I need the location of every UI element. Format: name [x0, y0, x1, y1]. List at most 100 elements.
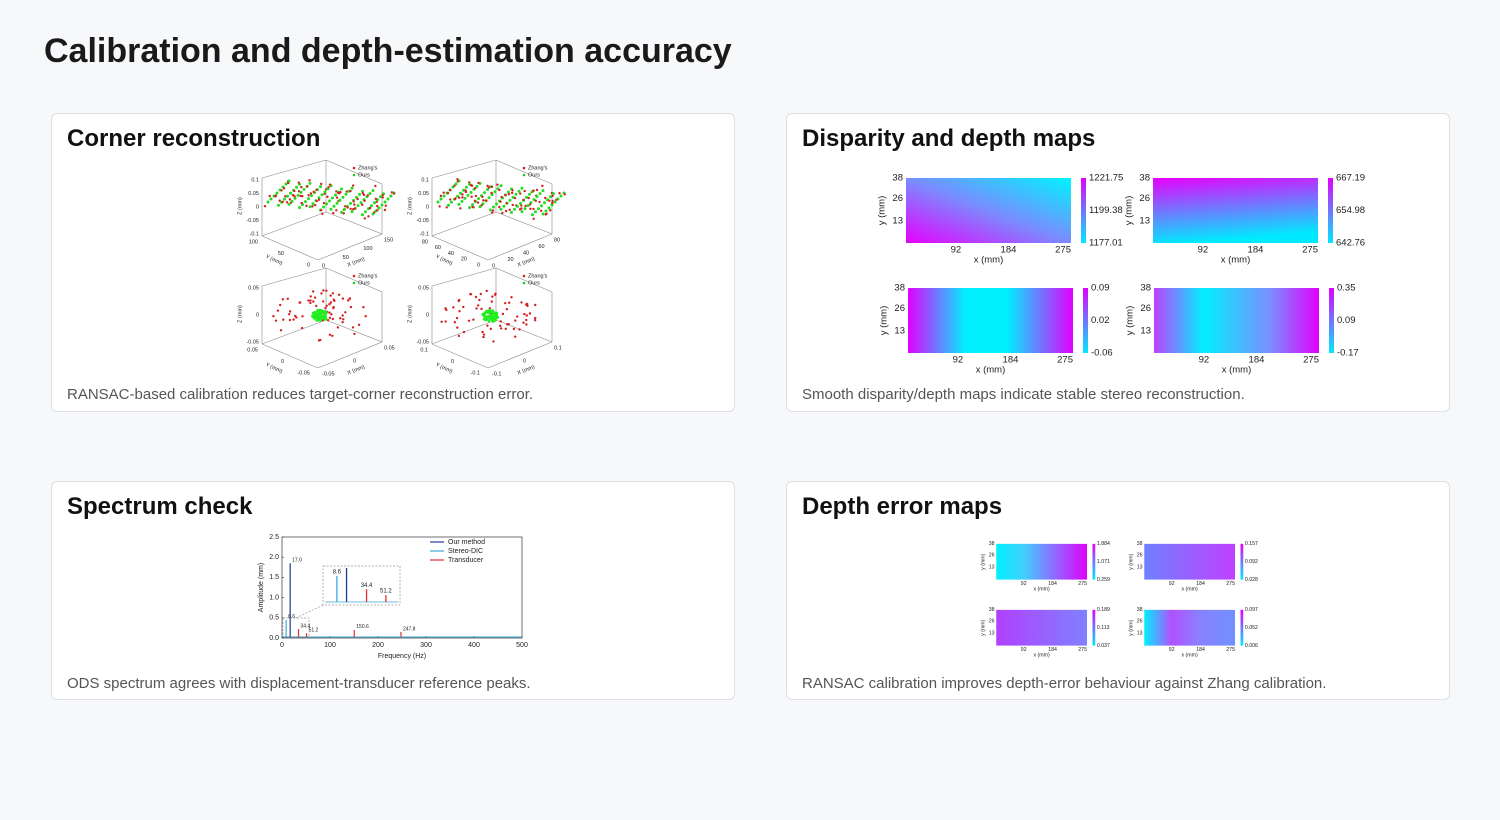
scatter-point: [520, 301, 523, 304]
scatter-point: [544, 209, 548, 213]
axis-line: [261, 159, 327, 179]
scatter-point: [310, 194, 313, 198]
y-tick-label: 13: [989, 631, 995, 637]
x-tick-label: 275: [1055, 245, 1071, 256]
y-tick-label: 80: [422, 239, 428, 245]
scatter-point: [332, 306, 335, 310]
y-tick-label: 0: [307, 262, 310, 268]
scatter-point: [300, 326, 304, 330]
scatter-point: [541, 184, 544, 188]
scatter-point: [477, 181, 480, 185]
x-tick-label: 184: [1048, 581, 1057, 587]
scatter-point: [319, 309, 323, 313]
legend-label: Ours: [358, 280, 370, 286]
scatter-point: [383, 200, 387, 204]
scatter-point: [538, 200, 541, 204]
scatter-point: [301, 315, 304, 318]
card-title: Disparity and depth maps: [802, 125, 1096, 152]
scatter-point: [330, 313, 333, 316]
page-title: Calibration and depth-estimation accurac…: [44, 32, 732, 70]
scatter-point: [299, 190, 303, 194]
scatter-point: [506, 323, 509, 326]
scatter-point: [331, 317, 335, 321]
scatter-point: [294, 314, 297, 318]
scatter-point: [389, 194, 393, 198]
axis-line: [261, 319, 327, 345]
scatter-point: [329, 301, 333, 304]
scatter-point: [482, 199, 485, 202]
scatter-point: [446, 192, 450, 195]
scatter-point: [350, 186, 354, 190]
y-tick-label: 38: [1140, 283, 1151, 294]
axis-line: [317, 341, 383, 369]
x-tick-label: 100: [363, 246, 372, 252]
y-axis-label: y (mm): [980, 553, 986, 569]
legend-label: Zhang's: [358, 273, 378, 279]
legend-swatch: [522, 166, 526, 170]
scatter-point: [501, 211, 504, 215]
scatter-point: [523, 189, 526, 193]
y-tick-label: 0.0: [269, 635, 279, 642]
scatter-point: [288, 313, 291, 316]
scatter-point: [474, 186, 477, 190]
legend-label: Zhang's: [358, 165, 378, 171]
scatter-point: [485, 309, 489, 313]
colorbar-tick-label: 1.071: [1097, 559, 1110, 565]
y-axis-label: y (mm): [1128, 619, 1134, 635]
scatter-point: [363, 199, 366, 202]
z-tick-label: -0.05: [246, 218, 259, 224]
scatter-point: [541, 212, 545, 216]
scatter-point: [525, 195, 528, 199]
scatter-point: [490, 211, 494, 214]
scatter-point: [311, 205, 314, 208]
axis-line: [431, 343, 489, 369]
colorbar: [1081, 178, 1086, 243]
scatter-point: [493, 190, 497, 194]
scatter-point: [453, 197, 457, 201]
scatter-point: [495, 202, 498, 206]
colorbar-tick-label: 0.35: [1337, 283, 1356, 294]
x-tick-label: -0.1: [492, 371, 501, 377]
scatter-point: [551, 194, 554, 198]
scatter-point: [278, 303, 282, 307]
colorbar-tick-label: 0.097: [1245, 607, 1258, 613]
scatter-point: [535, 195, 539, 199]
scatter-point: [390, 191, 394, 194]
x-tick-label: 92: [1021, 581, 1027, 587]
scatter-point: [519, 192, 522, 195]
scatter-point: [529, 207, 532, 211]
axis-line: [431, 159, 497, 179]
scatter-point: [464, 189, 467, 192]
z-axis-label: Z (mm): [407, 305, 413, 323]
scatter-point: [468, 206, 471, 210]
scatter-point: [305, 204, 308, 208]
scatter-point: [317, 339, 321, 342]
scatter-point: [469, 190, 473, 194]
scatter-point: [490, 185, 494, 189]
scatter-point: [487, 319, 491, 323]
scatter-point: [282, 187, 286, 190]
scatter-point: [543, 201, 546, 205]
scatter-point: [511, 203, 514, 207]
scatter-point: [532, 217, 535, 220]
scatter-point: [364, 210, 367, 214]
scatter-point: [341, 195, 345, 199]
scatter-point: [520, 186, 524, 190]
scatter-point: [290, 199, 294, 203]
heatmap: [1144, 543, 1235, 580]
scatter-point: [351, 184, 355, 187]
scatter-point: [474, 194, 478, 198]
scatter-point: [480, 204, 483, 207]
scatter-point: [485, 199, 488, 202]
scatter-point: [315, 304, 318, 308]
scatter-point: [313, 296, 317, 299]
scatter-point: [328, 199, 331, 203]
scatter-point: [499, 324, 502, 328]
x-tick-label: 275: [1078, 647, 1087, 653]
scatter-point: [328, 311, 331, 314]
scatter-point: [456, 326, 459, 329]
scatter-point: [317, 314, 321, 318]
legend-swatch: [352, 166, 356, 170]
x-tick-label: 0: [492, 263, 495, 269]
